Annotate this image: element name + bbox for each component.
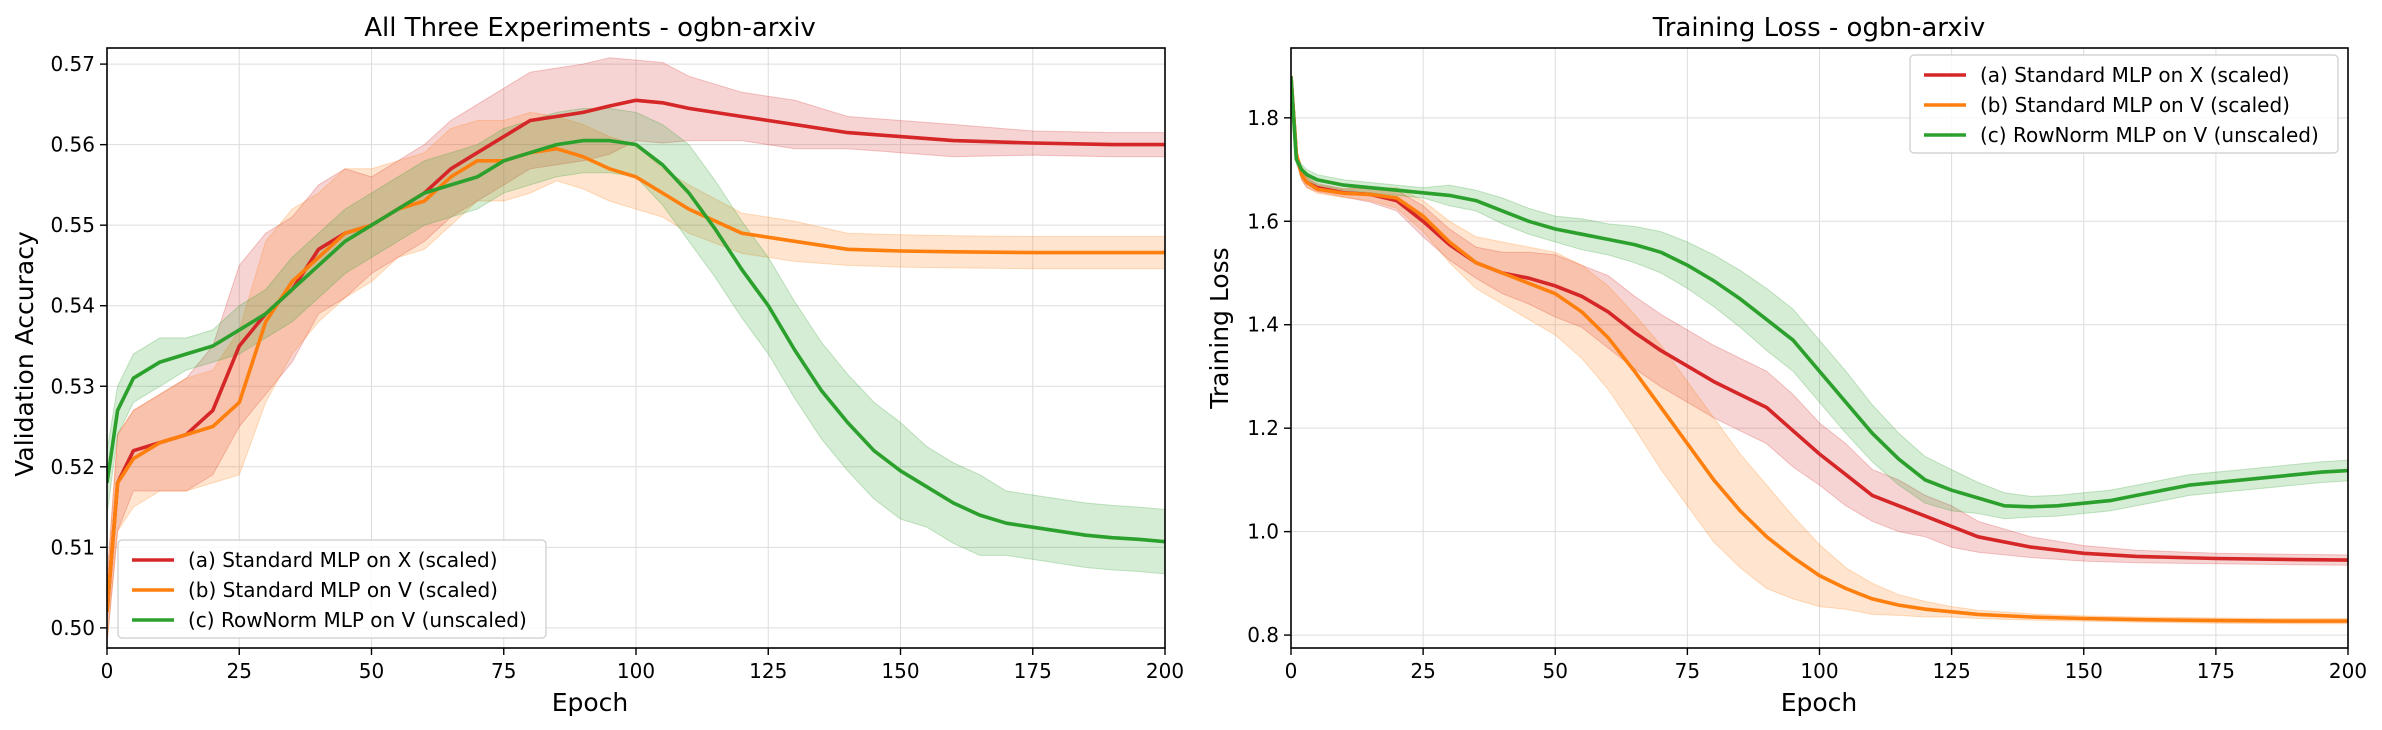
y-tick-label: 1.2	[1247, 416, 1279, 440]
y-tick-label: 1.0	[1247, 520, 1279, 544]
series-line	[107, 146, 1165, 612]
x-tick-label: 25	[1410, 659, 1435, 683]
x-tick-label: 125	[749, 659, 787, 683]
y-tick-label: 1.4	[1247, 313, 1279, 337]
y-tick-label: 0.55	[50, 213, 95, 237]
series-line	[107, 138, 1165, 544]
legend: (a) Standard MLP on X (scaled) (b) Standa…	[117, 539, 547, 639]
y-tick-label: 0.51	[50, 535, 95, 559]
legend-label: (a) Standard MLP on X (scaled)	[1980, 63, 2290, 87]
x-tick-label: 25	[227, 659, 252, 683]
x-tick-label: 150	[881, 659, 919, 683]
training-loss-panel: Training Loss - ogbn-arxiv Epoch Trainin…	[1205, 13, 2367, 717]
chart-title: All Three Experiments - ogbn-arxiv	[364, 13, 816, 43]
legend-label: (c) RowNorm MLP on V (unscaled)	[1980, 123, 2319, 147]
x-axis-label: Epoch	[1781, 688, 1858, 717]
y-tick-label: 0.56	[50, 133, 95, 157]
x-tick-label: 200	[1146, 659, 1184, 683]
y-tick-label: 0.57	[50, 52, 95, 76]
y-axis-label: Training Loss	[1205, 247, 1234, 409]
plot-area	[1291, 73, 2348, 625]
x-tick-label: 75	[491, 659, 516, 683]
series-line	[1291, 76, 2348, 623]
y-tick-label: 0.52	[50, 455, 95, 479]
legend-label: (a) Standard MLP on X (scaled)	[188, 548, 498, 572]
y-tick-label: 0.54	[50, 294, 95, 318]
x-tick-label: 100	[1800, 659, 1838, 683]
x-tick-label: 200	[2329, 659, 2367, 683]
x-tick-label: 150	[2065, 659, 2103, 683]
x-tick-label: 175	[1014, 659, 1052, 683]
chart-title: Training Loss - ogbn-arxiv	[1652, 13, 1986, 43]
x-tick-label: 50	[359, 659, 384, 683]
confidence-band	[107, 57, 1165, 645]
x-tick-label: 75	[1675, 659, 1700, 683]
confidence-band	[107, 111, 1165, 645]
legend: (a) Standard MLP on X (scaled) (b) Standa…	[1909, 54, 2339, 154]
series-line	[107, 98, 1165, 612]
legend-label: (c) RowNorm MLP on V (unscaled)	[188, 608, 527, 632]
x-tick-label: 100	[617, 659, 655, 683]
confidence-band	[1291, 73, 2348, 520]
x-axis-label: Epoch	[552, 688, 629, 717]
plot-area	[107, 57, 1165, 645]
y-tick-label: 1.6	[1247, 209, 1279, 233]
y-tick-label: 0.8	[1247, 623, 1279, 647]
x-tick-label: 175	[2197, 659, 2235, 683]
confidence-band	[1291, 73, 2348, 625]
x-tick-label: 0	[101, 659, 114, 683]
y-tick-label: 1.8	[1247, 106, 1279, 130]
validation-accuracy-panel: All Three Experiments - ogbn-arxiv Epoch…	[10, 13, 1184, 717]
legend-box	[117, 539, 547, 639]
y-tick-label: 0.53	[50, 374, 95, 398]
x-tick-label: 50	[1543, 659, 1568, 683]
series-line	[1291, 76, 2348, 509]
y-tick-label: 0.50	[50, 616, 95, 640]
y-axis-label: Validation Accuracy	[10, 231, 39, 477]
legend-box	[1909, 54, 2339, 154]
confidence-band	[1291, 73, 2348, 566]
x-tick-label: 125	[1933, 659, 1971, 683]
legend-label: (b) Standard MLP on V (scaled)	[188, 578, 498, 602]
legend-label: (b) Standard MLP on V (scaled)	[1980, 93, 2290, 117]
x-tick-label: 0	[1285, 659, 1298, 683]
